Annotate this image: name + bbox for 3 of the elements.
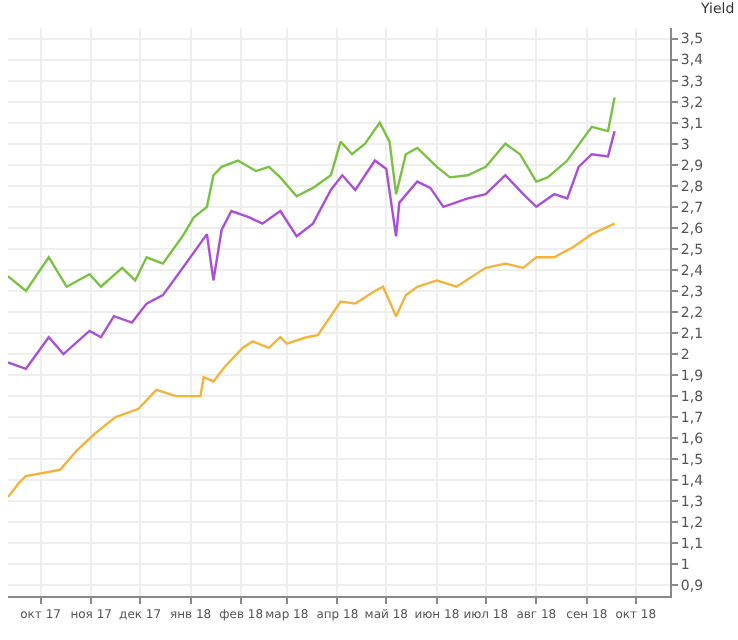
line-series [8,222,616,499]
line-series [8,129,616,370]
line-series [8,96,616,293]
